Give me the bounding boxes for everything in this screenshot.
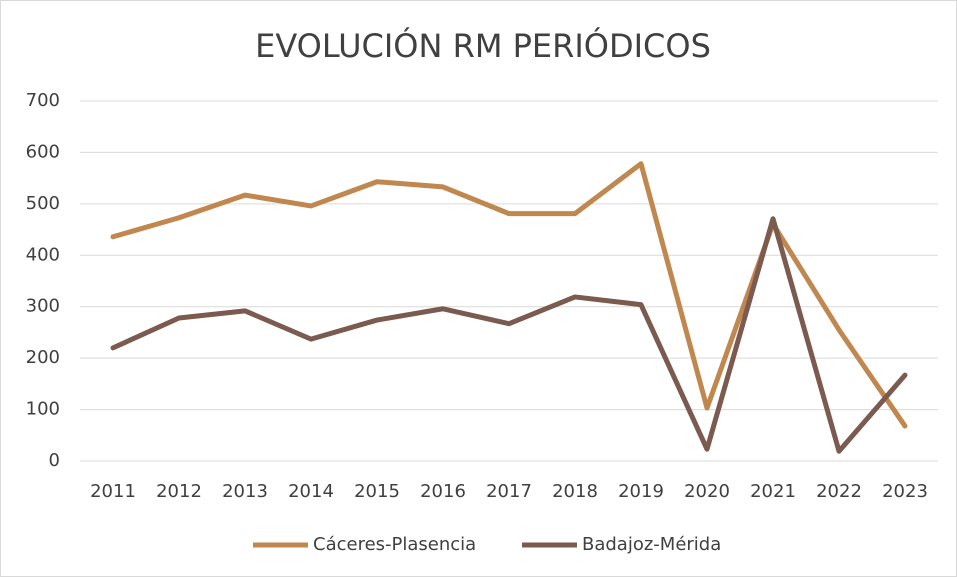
y-tick-label: 100 <box>26 399 60 420</box>
y-tick-label: 400 <box>26 244 60 265</box>
x-tick-label: 2014 <box>288 481 334 502</box>
y-tick-label: 700 <box>26 90 60 111</box>
y-tick-label: 300 <box>26 296 60 317</box>
x-tick-label: 2018 <box>552 481 598 502</box>
legend-label: Badajoz-Mérida <box>582 534 721 555</box>
legend-label: Cáceres-Plasencia <box>313 534 476 555</box>
x-tick-label: 2022 <box>816 481 862 502</box>
x-tick-label: 2016 <box>420 481 466 502</box>
y-tick-label: 500 <box>26 193 60 214</box>
chart-title: EVOLUCIÓN RM PERIÓDICOS <box>255 26 711 65</box>
y-tick-label: 600 <box>26 141 60 162</box>
x-tick-label: 2012 <box>156 481 202 502</box>
x-tick-label: 2021 <box>750 481 796 502</box>
x-tick-label: 2019 <box>618 481 664 502</box>
x-tick-label: 2020 <box>684 481 730 502</box>
x-tick-label: 2015 <box>354 481 400 502</box>
y-tick-label: 200 <box>26 347 60 368</box>
series-line <box>110 216 908 454</box>
x-tick-label: 2017 <box>486 481 532 502</box>
x-tick-label: 2013 <box>222 481 268 502</box>
x-tick-label: 2023 <box>882 481 928 502</box>
y-tick-label: 0 <box>49 450 60 471</box>
x-tick-label: 2011 <box>90 481 136 502</box>
